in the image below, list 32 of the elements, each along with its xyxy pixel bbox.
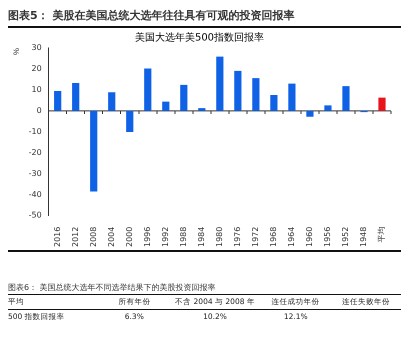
- x-tick-label: 1980: [214, 226, 224, 247]
- x-tick-label: 1972: [250, 226, 260, 247]
- x-tick-label: 1988: [178, 226, 188, 247]
- x-tick-label: 1996: [142, 226, 152, 247]
- y-tick-label: -50: [28, 210, 42, 220]
- y-tick-label: -10: [28, 126, 42, 136]
- x-tick-label: 2008: [88, 226, 98, 247]
- y-tick-label: -20: [28, 148, 42, 157]
- x-tick-label: 1948: [359, 226, 368, 247]
- chart-subtitle: 美国大选年美500指数回报率: [134, 32, 264, 44]
- x-tick-label: 1956: [323, 226, 332, 247]
- text: 图表6： 美国总统大选年不同选举结果下的美股投资回报率: [8, 282, 401, 295]
- x-tick-label: 1960: [305, 226, 314, 247]
- y-tick-label: -40: [28, 190, 42, 199]
- x-tick-label: 2012: [70, 226, 80, 247]
- x-tick-label: 2004: [106, 226, 116, 247]
- x-tick-label: 1984: [196, 226, 206, 247]
- x-tick-label: 1952: [341, 226, 350, 247]
- y-tick-label: 20: [31, 64, 42, 74]
- y-axis-title: %: [12, 48, 22, 56]
- x-tick-label: 1968: [268, 226, 278, 247]
- y-tick-label: 0: [36, 106, 42, 115]
- x-tick-label: 1964: [286, 226, 296, 247]
- x-tick-label: 平均: [377, 226, 386, 243]
- y-tick-label: -30: [28, 168, 42, 178]
- y-tick-label: 10: [31, 84, 42, 94]
- x-tick-label: 1976: [232, 226, 242, 247]
- x-tick-label: 2000: [124, 226, 134, 247]
- chart-title: 图表5： 美股在美国总统大选年往往具有可观的投资回报率: [8, 8, 401, 28]
- x-tick-label: 2016: [52, 226, 62, 247]
- x-tick-label: 1992: [160, 226, 170, 247]
- y-tick-label: 30: [31, 43, 42, 52]
